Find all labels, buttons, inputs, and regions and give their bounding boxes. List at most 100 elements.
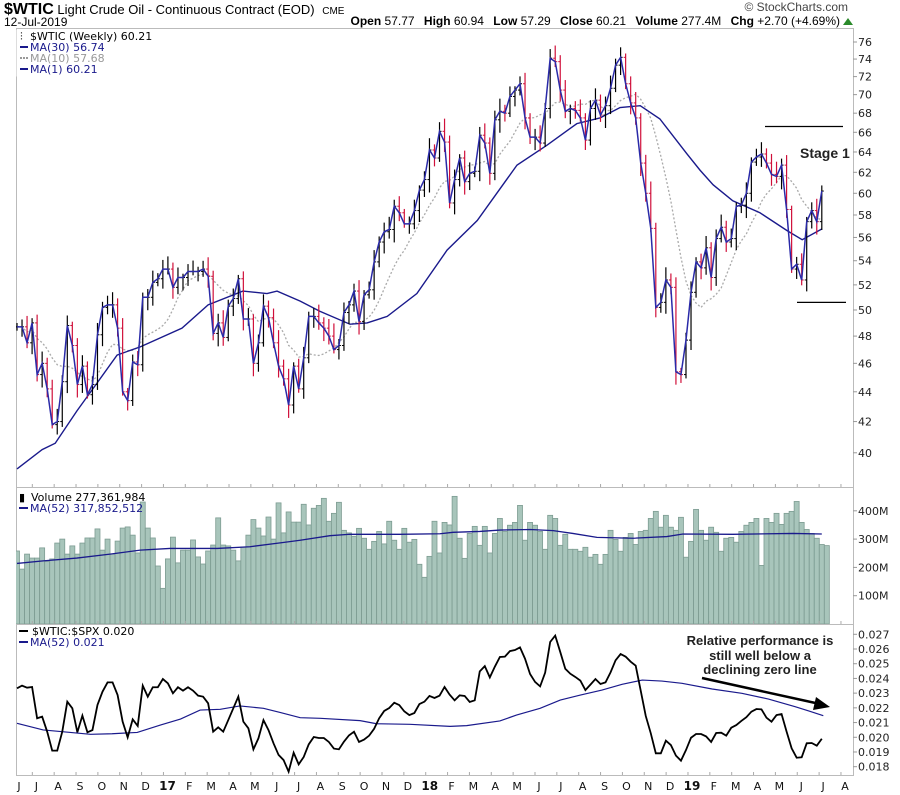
month-label: N	[120, 780, 128, 793]
volume-bar	[517, 505, 523, 624]
volume-bar	[813, 537, 820, 624]
volume-bar	[693, 508, 699, 624]
volume-bar	[647, 518, 654, 624]
volume-bar	[713, 531, 720, 624]
volume-bar	[662, 514, 669, 624]
volume-bar	[416, 563, 423, 624]
volume-bar	[552, 518, 559, 624]
panel-frames	[16, 28, 854, 776]
volume-bar	[743, 524, 750, 624]
ratio-tick-label: 0.019	[858, 746, 890, 759]
month-label: J	[296, 780, 300, 793]
price-tick-label: 58	[858, 209, 872, 222]
volume-bar	[124, 526, 131, 624]
volume-bar	[265, 516, 272, 624]
volume-bar	[532, 524, 538, 624]
price-tick-label: 74	[858, 53, 872, 66]
price-tick-label: 62	[858, 166, 872, 179]
month-label: J	[820, 780, 824, 793]
ohlc-bar	[191, 260, 196, 276]
month-label: S	[601, 780, 608, 793]
volume-bar	[542, 548, 549, 624]
volume-bar	[175, 562, 181, 624]
volume-bar	[200, 563, 207, 624]
ohlc-bar	[196, 266, 201, 282]
volume-bar	[69, 545, 76, 624]
volume-bar	[270, 538, 277, 624]
volume-bar	[366, 548, 373, 624]
volume-bar	[341, 529, 347, 624]
volume-bar	[285, 511, 292, 624]
volume-bar	[617, 550, 624, 624]
year-label: 18	[421, 779, 438, 793]
volume-legend-label: Volume 277,361,984	[31, 491, 145, 504]
month-label: J	[16, 780, 20, 793]
volume-bar	[406, 541, 413, 624]
volume-bar	[456, 537, 463, 624]
close-value: 60.21	[596, 14, 627, 28]
volume-bar	[34, 557, 41, 624]
volume-bar	[104, 538, 111, 624]
low-value: 57.29	[520, 14, 551, 28]
volume-bar	[698, 529, 704, 624]
price-legend: ⫶ $WTIC (Weekly) 60.21 MA(30) 56.74 MA(1…	[16, 29, 189, 77]
volume-bar	[245, 534, 252, 624]
month-label: M	[250, 780, 260, 793]
volume-bar	[788, 510, 795, 624]
month-label: A	[492, 780, 500, 793]
ohlc-bar	[316, 304, 321, 330]
volume-bar	[255, 527, 262, 624]
volume-tick-label: 200M	[858, 561, 889, 574]
volume-bar	[728, 537, 735, 624]
volume-bar	[683, 556, 689, 624]
volume-bar	[129, 534, 136, 624]
month-label: A	[229, 780, 237, 793]
price-tick-label: 70	[858, 89, 872, 102]
volume-bar	[587, 556, 594, 624]
volume-bar	[592, 553, 599, 624]
volume-bar	[346, 532, 352, 624]
volume-bar	[79, 542, 86, 624]
ohlc-bar	[563, 80, 568, 119]
volume-bar	[718, 550, 725, 624]
volume-bar	[170, 536, 176, 624]
volume-bar	[471, 525, 478, 624]
month-label: A	[317, 780, 325, 793]
ratio-panel	[16, 633, 824, 775]
volume-bar	[547, 514, 554, 624]
volume-bar	[446, 524, 453, 624]
annotation-line-1: Relative performance is	[687, 633, 834, 648]
stage-label: Stage 1	[800, 145, 850, 161]
volume-bar	[310, 507, 317, 624]
volume-bar	[441, 522, 448, 624]
volume-bar	[612, 538, 619, 624]
volume-bar	[703, 539, 710, 624]
volume-bar	[19, 568, 25, 624]
high-value: 60.94	[453, 14, 484, 28]
volume-bar	[356, 527, 362, 624]
relative-performance-annotation: Relative performance is still well below…	[687, 633, 834, 710]
ratio-tick-label: 0.020	[858, 731, 890, 744]
volume-bars-icon: ▮	[19, 491, 25, 504]
price-tick-label: 44	[858, 386, 872, 399]
price-tick-label: 48	[858, 330, 872, 343]
volume-bar	[144, 527, 151, 624]
ohlc-bar	[427, 138, 432, 193]
volume-bar	[240, 546, 247, 624]
volume-bar	[139, 501, 146, 624]
month-label: D	[141, 780, 149, 793]
volume-bar	[149, 537, 156, 624]
price-tick-label: 56	[858, 231, 872, 244]
volume-bar	[642, 529, 649, 624]
volume-bar	[607, 529, 614, 624]
volume-bar	[16, 550, 20, 624]
price-tick-label: 66	[858, 126, 872, 139]
price-panel	[16, 45, 824, 470]
volume-bar	[351, 535, 357, 624]
volume-bar	[527, 522, 533, 624]
volume-bar	[476, 544, 483, 624]
annotation-line-3: declining zero line	[703, 662, 816, 677]
price-legend-label: $WTIC (Weekly) 60.21	[30, 30, 152, 43]
volume-bar	[627, 533, 634, 624]
volume-bar	[210, 544, 217, 624]
